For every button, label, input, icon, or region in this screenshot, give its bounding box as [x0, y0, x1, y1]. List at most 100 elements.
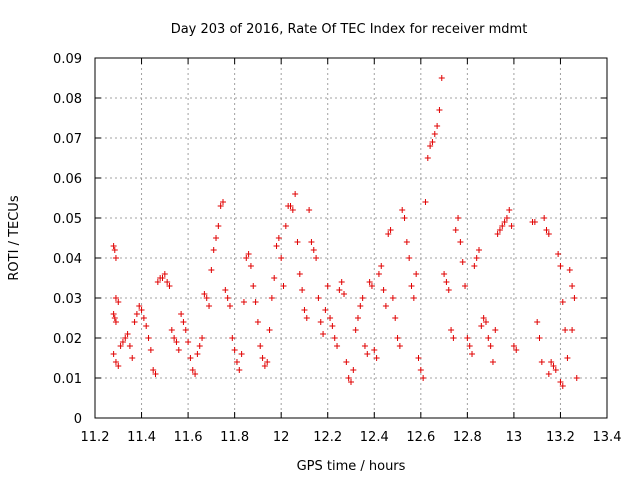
- data-point: [359, 295, 366, 301]
- data-point: [282, 223, 289, 229]
- data-point: [133, 311, 140, 317]
- data-point: [117, 343, 124, 349]
- data-point: [557, 379, 564, 385]
- data-point: [462, 283, 469, 289]
- y-tick-label: 0.06: [53, 172, 82, 187]
- data-series-roti: [110, 75, 580, 389]
- x-tick-label: 11.6: [174, 430, 203, 445]
- data-point: [203, 295, 210, 301]
- data-point: [236, 367, 243, 373]
- data-point: [343, 359, 350, 365]
- data-point: [354, 315, 361, 321]
- data-point: [115, 299, 122, 305]
- data-point: [336, 287, 343, 293]
- data-point: [257, 343, 264, 349]
- data-point: [224, 295, 231, 301]
- data-point: [194, 351, 201, 357]
- data-point: [569, 327, 576, 333]
- data-point: [424, 155, 431, 161]
- data-point: [180, 319, 187, 325]
- y-tick-label: 0.07: [53, 132, 82, 147]
- x-tick-label: 12.4: [360, 430, 389, 445]
- data-point: [259, 355, 266, 361]
- data-point: [452, 227, 459, 233]
- data-point: [555, 251, 562, 257]
- data-point: [110, 351, 117, 357]
- data-point: [552, 367, 559, 373]
- data-point: [487, 343, 494, 349]
- data-point: [213, 235, 220, 241]
- axis-ticks: [94, 57, 608, 419]
- data-point: [111, 247, 118, 253]
- data-point: [275, 235, 282, 241]
- data-point: [185, 339, 192, 345]
- data-point: [373, 355, 380, 361]
- data-point: [357, 303, 364, 309]
- data-point: [513, 347, 520, 353]
- data-point: [501, 219, 508, 225]
- data-point: [543, 227, 550, 233]
- data-point: [489, 359, 496, 365]
- data-point: [436, 107, 443, 113]
- data-point: [531, 219, 538, 225]
- data-point: [322, 307, 329, 313]
- data-point: [401, 215, 408, 221]
- data-point: [140, 315, 147, 321]
- data-point: [559, 299, 566, 305]
- data-point: [210, 247, 217, 253]
- data-point: [112, 255, 119, 261]
- grid: [95, 58, 607, 418]
- data-point: [389, 295, 396, 301]
- data-point: [243, 255, 250, 261]
- data-point: [387, 227, 394, 233]
- data-point: [429, 139, 436, 145]
- x-tick-label: 13.4: [593, 430, 622, 445]
- data-point: [566, 267, 573, 273]
- data-point: [273, 243, 280, 249]
- data-point: [126, 343, 133, 349]
- data-point: [375, 271, 382, 277]
- data-point: [199, 335, 206, 341]
- y-axis-title: ROTI / TECUs: [7, 195, 22, 280]
- data-point: [378, 263, 385, 269]
- data-point: [150, 367, 157, 373]
- data-point: [573, 375, 580, 381]
- data-point: [122, 335, 129, 341]
- data-point: [268, 295, 275, 301]
- data-point: [264, 359, 271, 365]
- data-point: [345, 375, 352, 381]
- data-point: [538, 359, 545, 365]
- y-axis-tick-labels: 0 0.01 0.02 0.03 0.04 0.05 0.06 0.07 0.08 0.09: [53, 52, 82, 427]
- data-point: [124, 331, 131, 337]
- data-point: [503, 215, 510, 221]
- data-point: [299, 287, 306, 293]
- data-point: [562, 327, 569, 333]
- data-point: [427, 143, 434, 149]
- data-point: [371, 347, 378, 353]
- y-tick-label: 0.08: [53, 92, 82, 107]
- data-point: [112, 359, 119, 365]
- data-point: [306, 207, 313, 213]
- data-point: [196, 343, 203, 349]
- data-point: [382, 303, 389, 309]
- data-point: [480, 315, 487, 321]
- data-point: [289, 207, 296, 213]
- data-point: [175, 347, 182, 353]
- data-point: [287, 203, 294, 209]
- data-point: [173, 339, 180, 345]
- data-point: [399, 207, 406, 213]
- data-point: [348, 379, 354, 385]
- data-point: [315, 295, 322, 301]
- plot-frame: [94, 57, 608, 419]
- data-point: [410, 295, 417, 301]
- data-point: [220, 199, 226, 205]
- data-point: [464, 335, 471, 341]
- data-point: [569, 283, 576, 289]
- data-point: [147, 347, 154, 353]
- data-point: [352, 327, 359, 333]
- data-point: [422, 199, 429, 205]
- data-point: [189, 367, 196, 373]
- y-tick-label: 0.02: [53, 332, 82, 347]
- data-point: [308, 239, 315, 245]
- data-point: [534, 319, 541, 325]
